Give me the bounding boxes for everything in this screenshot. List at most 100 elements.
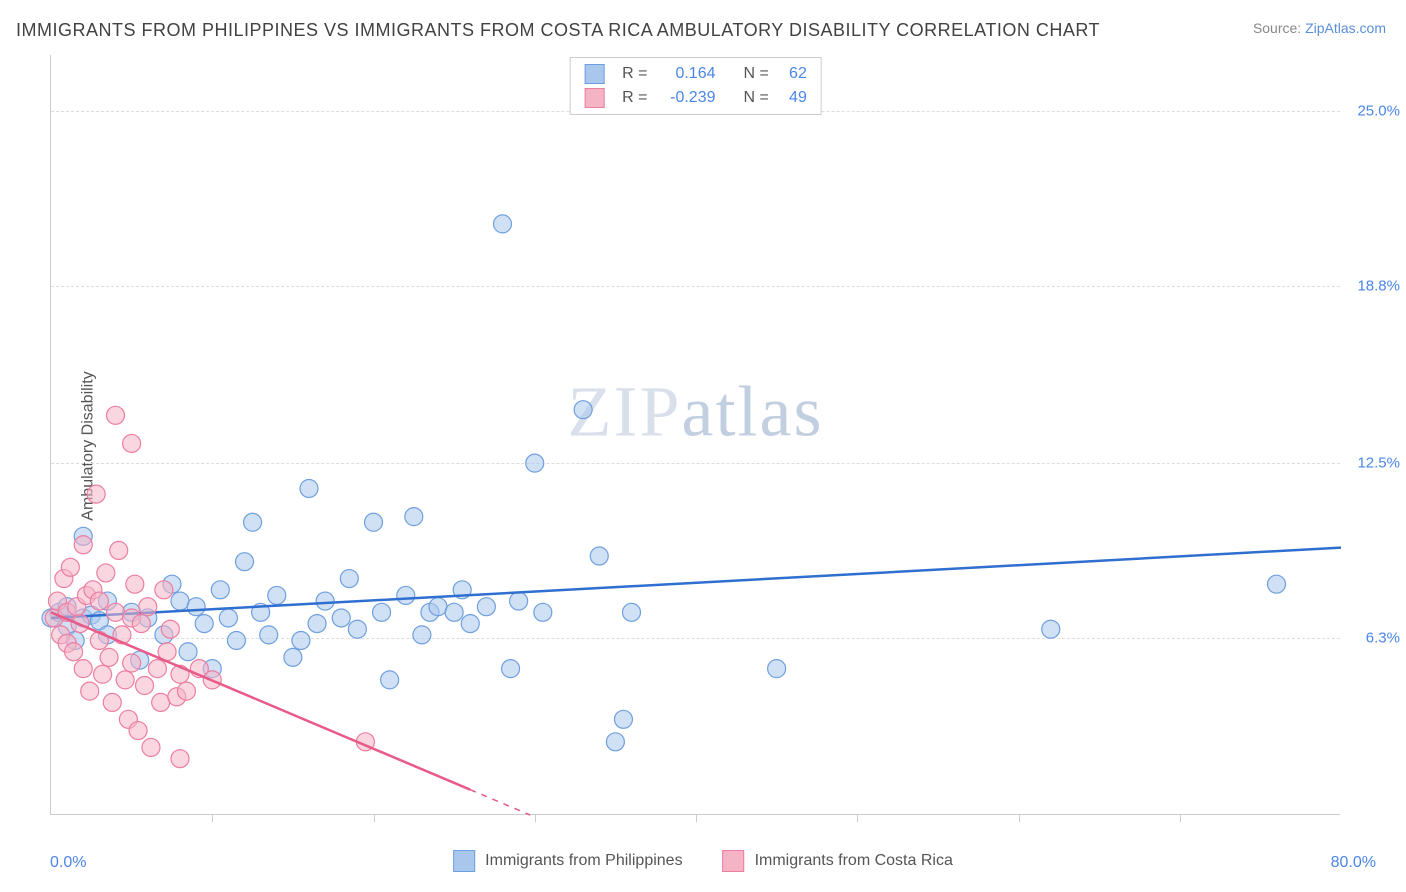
scatter-point — [348, 620, 366, 638]
scatter-point — [97, 564, 115, 582]
scatter-point — [129, 722, 147, 740]
scatter-point — [136, 677, 154, 695]
scatter-point — [74, 660, 92, 678]
x-tick — [857, 814, 858, 822]
stat-swatch-1 — [584, 88, 604, 108]
scatter-point — [219, 609, 237, 627]
chart-title: IMMIGRANTS FROM PHILIPPINES VS IMMIGRANT… — [16, 20, 1100, 41]
legend-label-0: Immigrants from Philippines — [485, 852, 682, 869]
scatter-point — [494, 215, 512, 233]
scatter-point — [590, 547, 608, 565]
scatter-point — [123, 434, 141, 452]
stat-legend: R = 0.164 N = 62 R = -0.239 N = 49 — [569, 57, 822, 115]
stat-n-label: N = — [744, 62, 769, 86]
x-tick — [212, 814, 213, 822]
scatter-point — [413, 626, 431, 644]
scatter-point — [308, 615, 326, 633]
scatter-point — [477, 598, 495, 616]
scatter-point — [768, 660, 786, 678]
stat-n-val: 62 — [777, 62, 807, 86]
legend-label-1: Immigrants from Costa Rica — [755, 852, 953, 869]
scatter-point — [195, 615, 213, 633]
scatter-point — [316, 592, 334, 610]
source-label: Source: ZipAtlas.com — [1253, 20, 1386, 36]
scatter-point — [445, 603, 463, 621]
x-tick — [1019, 814, 1020, 822]
scatter-point — [107, 406, 125, 424]
y-tick-label: 18.8% — [1357, 277, 1400, 294]
scatter-point — [187, 598, 205, 616]
scatter-point — [142, 738, 160, 756]
scatter-point — [340, 570, 358, 588]
x-tick — [374, 814, 375, 822]
scatter-point — [61, 558, 79, 576]
stat-r-val: -0.239 — [656, 86, 716, 110]
legend-item-0: Immigrants from Philippines — [453, 850, 682, 872]
scatter-point — [1268, 575, 1286, 593]
scatter-point — [65, 643, 83, 661]
scatter-point — [236, 553, 254, 571]
scatter-point — [502, 660, 520, 678]
source-prefix: Source: — [1253, 20, 1305, 36]
stat-n-val: 49 — [777, 86, 807, 110]
scatter-point — [152, 693, 170, 711]
scatter-point — [90, 592, 108, 610]
stat-n-label: N = — [744, 86, 769, 110]
chart-frame: R = 0.164 N = 62 R = -0.239 N = 49 ZIPat… — [50, 55, 1340, 815]
scatter-point — [397, 586, 415, 604]
scatter-point — [139, 598, 157, 616]
scatter-point — [161, 620, 179, 638]
x-axis-min-label: 0.0% — [50, 854, 86, 872]
source-link[interactable]: ZipAtlas.com — [1305, 20, 1386, 36]
scatter-point — [74, 536, 92, 554]
scatter-point — [381, 671, 399, 689]
x-tick — [535, 814, 536, 822]
scatter-point — [284, 648, 302, 666]
x-axis-max-label: 80.0% — [1331, 854, 1376, 872]
scatter-point — [211, 581, 229, 599]
scatter-point — [100, 648, 118, 666]
scatter-point — [132, 615, 150, 633]
legend-item-1: Immigrants from Costa Rica — [723, 850, 953, 872]
scatter-point — [606, 733, 624, 751]
footer-legend: Immigrants from Philippines Immigrants f… — [453, 850, 953, 872]
plot-svg — [51, 55, 1340, 814]
scatter-point — [148, 660, 166, 678]
scatter-point — [292, 631, 310, 649]
scatter-point — [171, 592, 189, 610]
y-tick-label: 6.3% — [1366, 629, 1400, 646]
scatter-point — [300, 479, 318, 497]
scatter-point — [510, 592, 528, 610]
stat-row-1: R = -0.239 N = 49 — [584, 86, 807, 110]
scatter-point — [614, 710, 632, 728]
scatter-point — [260, 626, 278, 644]
scatter-point — [574, 401, 592, 419]
scatter-point — [103, 693, 121, 711]
scatter-point — [373, 603, 391, 621]
scatter-point — [171, 750, 189, 768]
scatter-point — [1042, 620, 1060, 638]
scatter-point — [87, 485, 105, 503]
scatter-point — [405, 508, 423, 526]
scatter-point — [94, 665, 112, 683]
scatter-point — [116, 671, 134, 689]
scatter-point — [623, 603, 641, 621]
scatter-point — [227, 631, 245, 649]
scatter-point — [365, 513, 383, 531]
y-tick-label: 25.0% — [1357, 103, 1400, 120]
y-tick-label: 12.5% — [1357, 455, 1400, 472]
stat-r-val: 0.164 — [656, 62, 716, 86]
x-tick — [696, 814, 697, 822]
legend-swatch-0 — [453, 850, 475, 872]
trend-line-extrapolated — [470, 790, 530, 815]
scatter-point — [534, 603, 552, 621]
scatter-point — [332, 609, 350, 627]
stat-r-label: R = — [622, 62, 647, 86]
scatter-point — [268, 586, 286, 604]
scatter-point — [107, 603, 125, 621]
stat-row-0: R = 0.164 N = 62 — [584, 62, 807, 86]
scatter-point — [110, 541, 128, 559]
scatter-point — [81, 682, 99, 700]
scatter-point — [429, 598, 447, 616]
scatter-point — [177, 682, 195, 700]
